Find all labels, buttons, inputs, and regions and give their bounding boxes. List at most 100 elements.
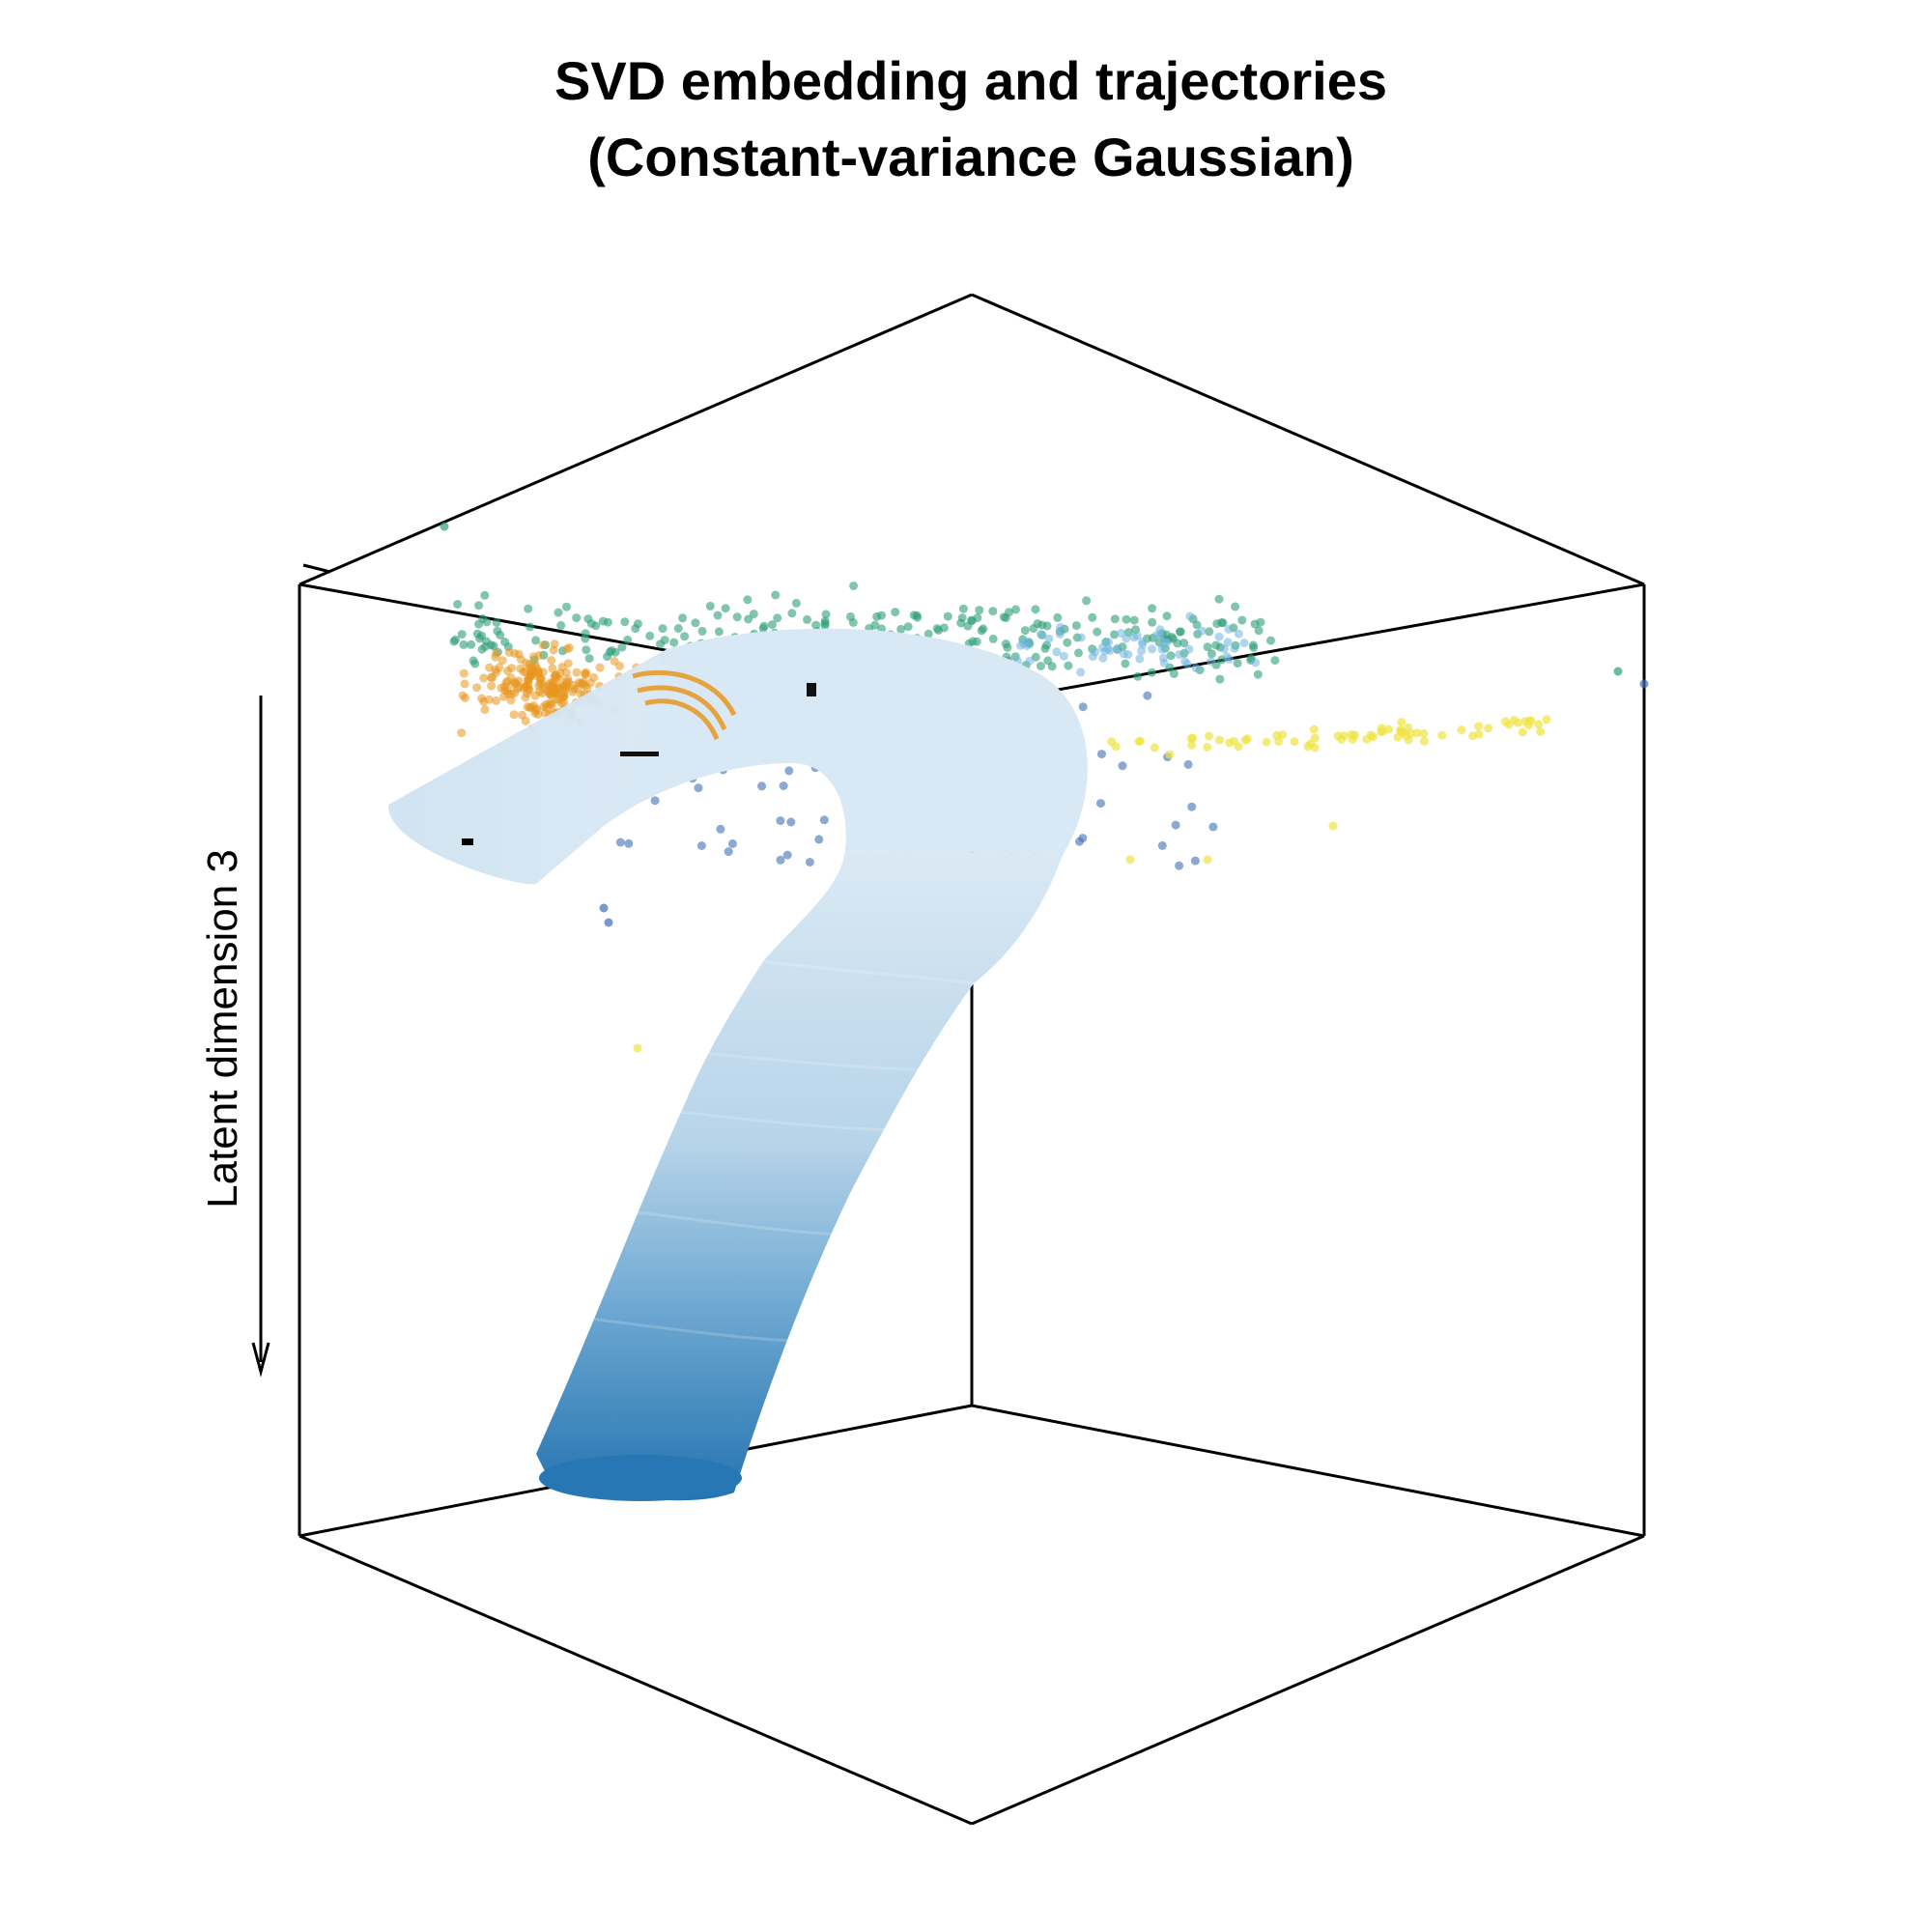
scatter-point (1025, 656, 1035, 666)
box-frame (298, 293, 1646, 1826)
z-axis-indicator: Latent dimension 3 (199, 696, 270, 1378)
scatter-point (820, 616, 830, 626)
scatter-point (1309, 724, 1319, 734)
scatter-point (482, 617, 492, 627)
scatter-point (673, 624, 683, 633)
scatter-point (516, 655, 526, 665)
scatter-point (773, 613, 782, 623)
scatter-point (716, 824, 725, 834)
scatter-point (1203, 743, 1212, 752)
scatter-point (1412, 728, 1422, 738)
scatter-point (599, 903, 609, 913)
scatter-point (1613, 667, 1623, 676)
scatter-point (510, 688, 520, 697)
scatter-point (1082, 596, 1092, 606)
scatter-point (523, 702, 532, 712)
scatter-point (1203, 642, 1212, 652)
scatter-point (669, 638, 679, 647)
scatter-point (968, 637, 978, 646)
scatter-point (1107, 737, 1117, 747)
scatter-point (1059, 651, 1068, 661)
scatter-point (744, 614, 753, 624)
scatter-point (1117, 629, 1126, 638)
scatter-point (568, 680, 578, 690)
box-edge (302, 563, 331, 574)
scatter-point (1096, 799, 1105, 809)
scatter-points-front (440, 522, 1649, 1053)
scatter-point (583, 614, 593, 624)
scatter-point (1337, 734, 1347, 744)
scatter-point (595, 663, 605, 672)
scatter-point (1113, 643, 1122, 653)
trajectory-tube-body (536, 850, 1063, 1501)
scatter-point (467, 639, 476, 649)
scatter-point (479, 673, 489, 683)
scatter-point (713, 611, 723, 620)
scatter-point (1237, 615, 1247, 625)
scatter-point (846, 611, 855, 621)
trajectory-mark (807, 683, 816, 696)
scatter-point (1350, 730, 1360, 740)
trajectory-mark (462, 838, 473, 845)
scatter-point (1542, 715, 1551, 724)
scatter-point (1071, 621, 1081, 631)
scatter-point (1217, 618, 1227, 627)
scatter-point (1474, 729, 1484, 739)
scatter-point (611, 647, 620, 657)
scatter-point (459, 639, 469, 649)
scatter-point (1055, 630, 1065, 639)
scatter-point (896, 624, 906, 634)
scatter-point (634, 619, 642, 629)
scatter-point (1187, 741, 1197, 750)
scatter-point (1148, 617, 1157, 627)
scatter-point (1157, 840, 1167, 850)
scatter-point (1064, 661, 1073, 670)
scatter-point (877, 611, 886, 620)
scatter-point (1159, 658, 1169, 668)
scatter-point (554, 608, 563, 617)
scatter-point (912, 611, 922, 620)
box-edge (971, 1534, 1645, 1826)
trajectory-tube-bend (604, 628, 1088, 855)
scatter-point (1536, 727, 1546, 736)
scatter-point (1262, 737, 1271, 747)
scatter-point (1366, 730, 1376, 740)
scatter-points-back (449, 582, 1551, 870)
scatter-point (1134, 737, 1144, 747)
scatter-point (1029, 624, 1038, 633)
scatter-point (531, 636, 541, 645)
scatter-point (1133, 671, 1143, 681)
scatter-point (1078, 702, 1088, 712)
scatter-point (757, 781, 767, 791)
scatter-point (958, 604, 968, 613)
trajectory-marks (462, 669, 816, 845)
scatter-point (1076, 668, 1086, 677)
scatter-point (547, 699, 556, 709)
scatter-point (1518, 727, 1527, 737)
scatter-point (534, 650, 544, 660)
scatter-point (1328, 821, 1338, 831)
scatter-point (1215, 735, 1224, 745)
scatter-point (956, 618, 966, 628)
scatter-point (1037, 620, 1047, 630)
scatter-point (485, 663, 495, 672)
scatter-point (724, 847, 733, 857)
chart-title: SVD embedding and trajectories (554, 50, 1387, 111)
scatter-point (1250, 619, 1260, 629)
scatter-point (1234, 629, 1243, 639)
scatter-point (469, 656, 478, 666)
scatter-point (1223, 638, 1233, 647)
scatter-point (484, 695, 494, 704)
trajectory-tube-end-cap (539, 1455, 742, 1501)
scatter-point (691, 618, 700, 628)
scatter-point (923, 629, 933, 639)
scatter-point (1184, 644, 1194, 654)
scatter-point (1162, 611, 1172, 621)
scatter-point (492, 696, 501, 705)
scatter-point (1474, 722, 1484, 731)
scatter-point (507, 664, 517, 673)
trajectory-tube-bands (588, 959, 975, 1343)
scatter-point (1179, 639, 1189, 648)
scatter-point (582, 645, 591, 655)
scatter-point (1188, 733, 1197, 743)
